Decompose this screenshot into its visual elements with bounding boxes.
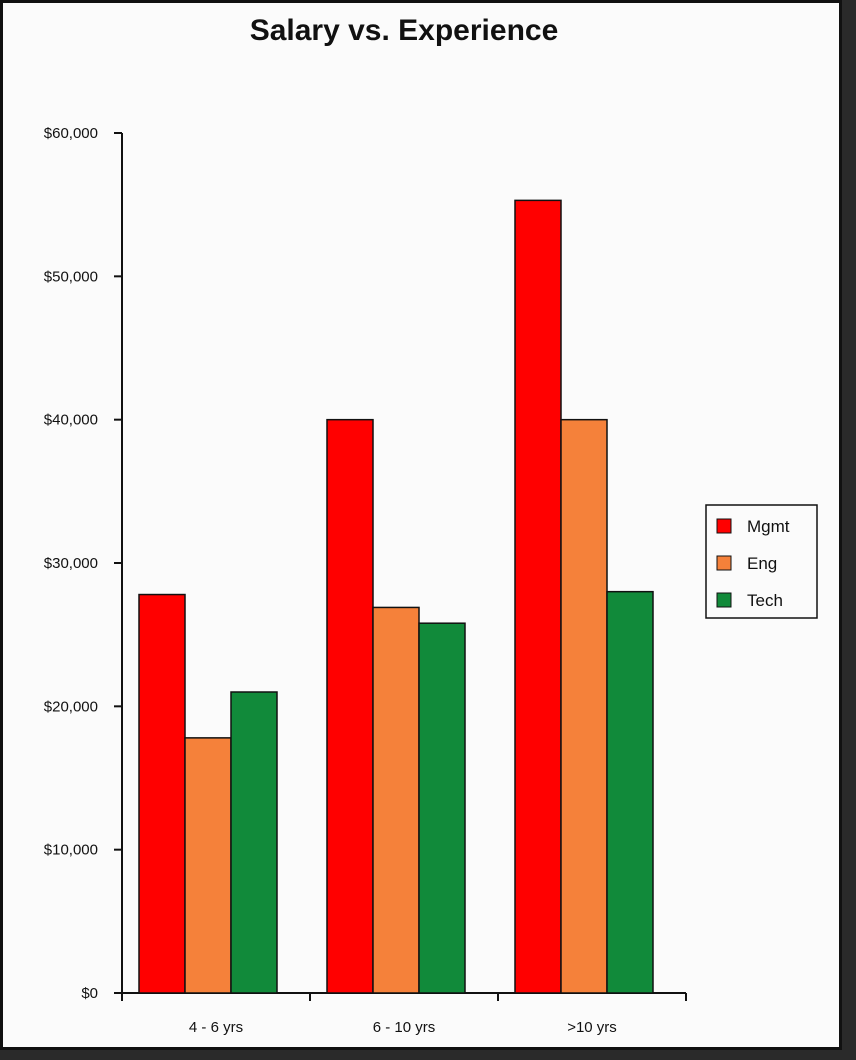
y-tick-label: $40,000: [44, 412, 98, 429]
chart-legend: Mgmt Eng Tech: [705, 504, 818, 619]
x-tick-label: 6 - 10 yrs: [373, 1019, 436, 1036]
y-tick-label: $50,000: [44, 268, 98, 285]
bar-eng: [372, 606, 420, 994]
y-tick-label: $10,000: [44, 842, 98, 859]
chart-axes: $0 $10,000 $20,000 $30,000 $40,000 $50,000 $60…: [44, 125, 687, 1036]
bar-tech: [230, 691, 278, 994]
x-tick-label: 4 - 6 yrs: [189, 1019, 243, 1036]
legend-swatch-mgmt: [716, 518, 732, 534]
chart-title: Salary vs. Experience: [250, 14, 559, 47]
legend-label-tech: Tech: [747, 591, 783, 610]
legend-label-mgmt: Mgmt: [747, 517, 790, 536]
legend-label-eng: Eng: [747, 554, 777, 573]
bar-tech: [606, 590, 654, 994]
y-tick-label: $30,000: [44, 555, 98, 572]
x-tick-label: >10 yrs: [567, 1019, 617, 1036]
y-tick-label: $0: [81, 985, 98, 1002]
bar-mgmt: [514, 199, 562, 994]
y-tick-label: $60,000: [44, 125, 98, 142]
legend-swatch-eng: [716, 555, 732, 571]
bar-mgmt: [138, 593, 186, 994]
bar-eng: [184, 737, 232, 994]
bar-tech: [418, 622, 466, 994]
y-tick-label: $20,000: [44, 698, 98, 715]
bar-eng: [560, 418, 608, 994]
legend-swatch-tech: [716, 592, 732, 608]
chart-bars: [138, 199, 654, 994]
bar-mgmt: [326, 418, 374, 994]
